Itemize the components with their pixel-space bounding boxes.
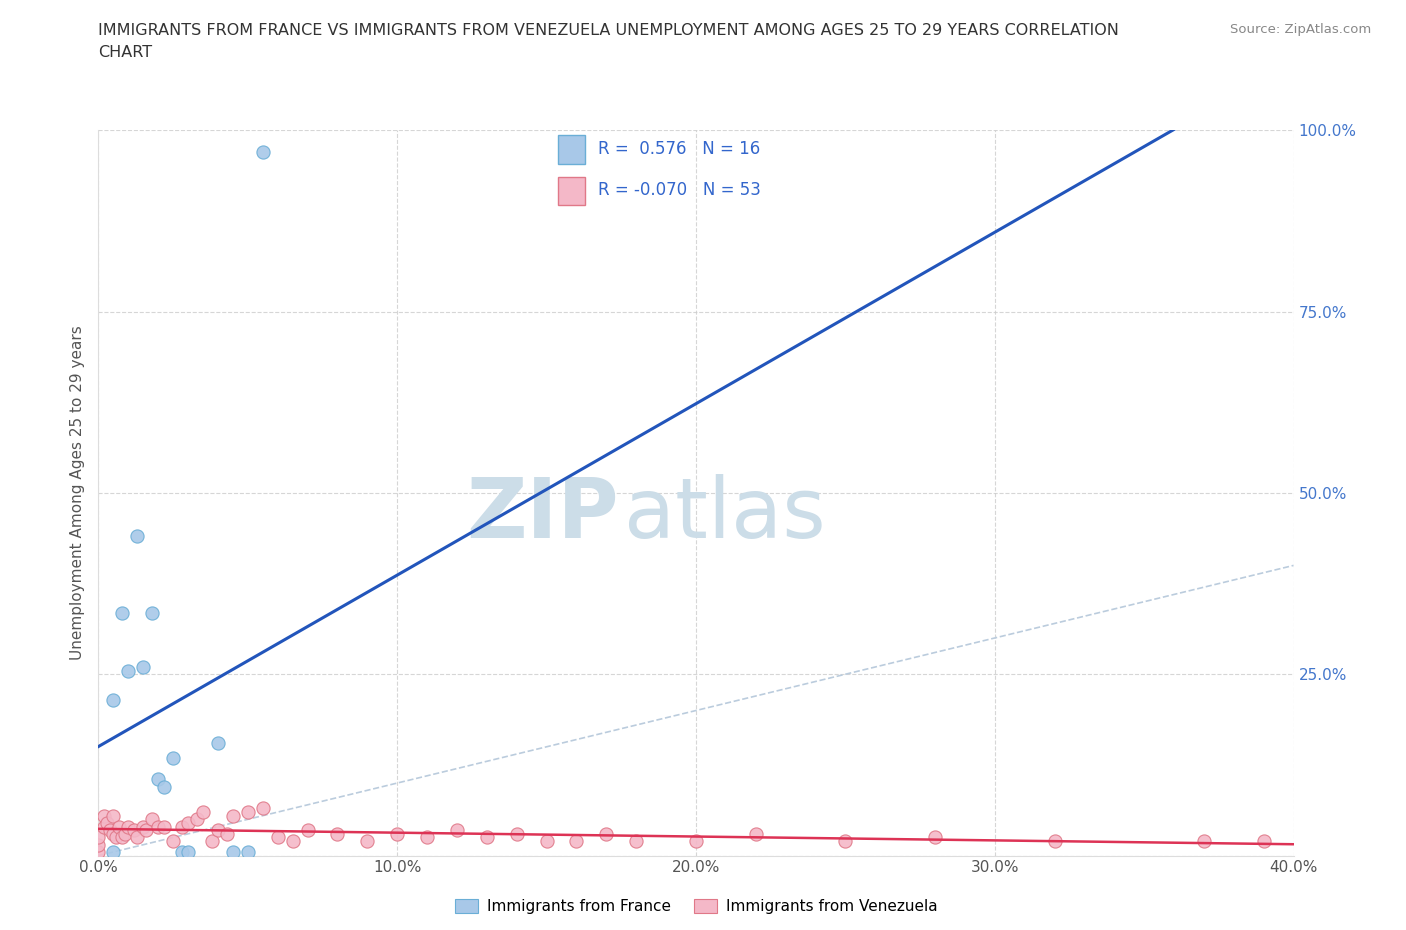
Point xyxy=(127,529,149,544)
Text: R = -0.070   N = 53: R = -0.070 N = 53 xyxy=(598,181,761,199)
Point xyxy=(148,819,170,834)
Y-axis label: Unemployment Among Ages 25 to 29 years: Unemployment Among Ages 25 to 29 years xyxy=(69,326,84,660)
Point xyxy=(153,779,176,794)
Point xyxy=(105,830,128,844)
Point xyxy=(834,833,856,848)
Legend: Immigrants from France, Immigrants from Venezuela: Immigrants from France, Immigrants from … xyxy=(449,893,943,921)
Point xyxy=(186,812,208,827)
Point xyxy=(124,823,146,838)
Point xyxy=(207,823,229,838)
Point xyxy=(236,844,259,859)
Point xyxy=(132,659,155,674)
Point xyxy=(222,808,245,823)
Point xyxy=(141,605,163,620)
Point xyxy=(475,830,498,844)
Point xyxy=(536,833,558,848)
Point xyxy=(153,819,176,834)
Point xyxy=(87,844,110,859)
Point xyxy=(172,844,194,859)
Point xyxy=(135,823,157,838)
Point xyxy=(1253,833,1275,848)
FancyBboxPatch shape xyxy=(558,135,585,164)
Point xyxy=(267,830,290,844)
Point xyxy=(201,833,224,848)
Point xyxy=(385,827,409,842)
Point xyxy=(236,804,259,819)
Text: Source: ZipAtlas.com: Source: ZipAtlas.com xyxy=(1230,23,1371,36)
Point xyxy=(326,827,349,842)
Point xyxy=(127,830,149,844)
Point xyxy=(506,827,529,842)
Point xyxy=(103,808,125,823)
Point xyxy=(215,827,238,842)
Point xyxy=(191,804,214,819)
Point xyxy=(297,823,319,838)
Point xyxy=(93,819,115,834)
Point xyxy=(162,751,184,765)
Point xyxy=(172,819,194,834)
Text: atlas: atlas xyxy=(624,474,825,555)
Point xyxy=(745,827,768,842)
Point xyxy=(356,833,378,848)
Point xyxy=(117,819,139,834)
Point xyxy=(222,844,245,859)
Point xyxy=(148,772,170,787)
Point xyxy=(114,827,136,842)
Point xyxy=(416,830,439,844)
Point xyxy=(93,808,115,823)
FancyBboxPatch shape xyxy=(558,177,585,205)
Point xyxy=(252,801,274,816)
Text: CHART: CHART xyxy=(98,45,152,60)
Point xyxy=(207,736,229,751)
Point xyxy=(446,823,468,838)
Point xyxy=(624,833,647,848)
Text: R =  0.576   N = 16: R = 0.576 N = 16 xyxy=(598,140,761,158)
Point xyxy=(177,844,200,859)
Point xyxy=(103,844,125,859)
Point xyxy=(87,837,110,852)
Point xyxy=(252,144,274,159)
Point xyxy=(103,827,125,842)
Point xyxy=(281,833,304,848)
Point xyxy=(132,819,155,834)
Point xyxy=(177,816,200,830)
Point xyxy=(685,833,707,848)
Point xyxy=(595,827,617,842)
Point xyxy=(141,812,163,827)
Point xyxy=(924,830,946,844)
Point xyxy=(162,833,184,848)
Point xyxy=(98,823,122,838)
Point xyxy=(117,663,139,678)
Point xyxy=(111,830,134,844)
Point xyxy=(1043,833,1066,848)
Point xyxy=(87,830,110,844)
Point xyxy=(96,816,118,830)
Point xyxy=(103,692,125,707)
Text: IMMIGRANTS FROM FRANCE VS IMMIGRANTS FROM VENEZUELA UNEMPLOYMENT AMONG AGES 25 T: IMMIGRANTS FROM FRANCE VS IMMIGRANTS FRO… xyxy=(98,23,1119,38)
Point xyxy=(1192,833,1215,848)
Point xyxy=(111,605,134,620)
Point xyxy=(108,819,131,834)
Text: ZIP: ZIP xyxy=(465,474,619,555)
Point xyxy=(565,833,588,848)
